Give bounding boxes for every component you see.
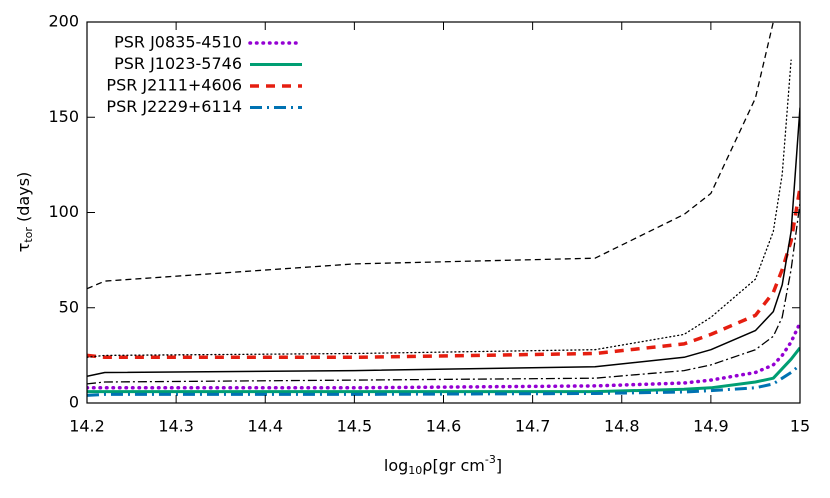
series-line — [87, 346, 800, 394]
series-line — [87, 59, 792, 358]
y-tick-label: 0 — [69, 393, 79, 412]
x-label-part: log — [384, 456, 408, 475]
x-label-part: ] — [496, 456, 502, 475]
x-tick-label: 15 — [790, 417, 810, 436]
y-label-part: τ — [14, 243, 33, 253]
y-tick-label: 50 — [59, 297, 79, 316]
series-line — [87, 202, 800, 385]
x-tick-label: 14.2 — [69, 417, 105, 436]
series-line — [87, 321, 800, 390]
series-line — [87, 187, 800, 360]
legend-label: PSR J1023-5746 — [114, 54, 242, 73]
x-axis-label: log10ρ[gr cm-3] — [384, 453, 502, 477]
y-tick-label: 200 — [48, 12, 79, 31]
legend-label: PSR J0835-4510 — [114, 33, 242, 52]
legend-label: PSR J2111+4606 — [106, 76, 242, 95]
x-tick-label: 14.4 — [247, 417, 283, 436]
series-line — [87, 107, 800, 378]
x-tick-label: 14.3 — [158, 417, 194, 436]
x-tick-label: 14.9 — [693, 417, 729, 436]
series-line — [87, 22, 774, 290]
x-tick-label: 14.8 — [604, 417, 640, 436]
x-label-part: ρ[gr cm — [422, 456, 485, 475]
y-tick-label: 100 — [48, 202, 79, 221]
y-axis-label: τtor (days) — [14, 172, 36, 253]
x-tick-label: 14.5 — [337, 417, 373, 436]
x-tick-label: 14.6 — [426, 417, 462, 436]
x-tick-label: 14.7 — [515, 417, 551, 436]
y-label-part: (days) — [14, 172, 33, 227]
x-label-part: 10 — [408, 464, 422, 477]
y-label-part: tor — [22, 227, 35, 243]
series-line — [87, 363, 800, 397]
y-tick-label: 150 — [48, 107, 79, 126]
x-label-part: -3 — [485, 453, 496, 466]
legend-label: PSR J2229+6114 — [106, 97, 242, 116]
plot-area — [87, 22, 800, 397]
